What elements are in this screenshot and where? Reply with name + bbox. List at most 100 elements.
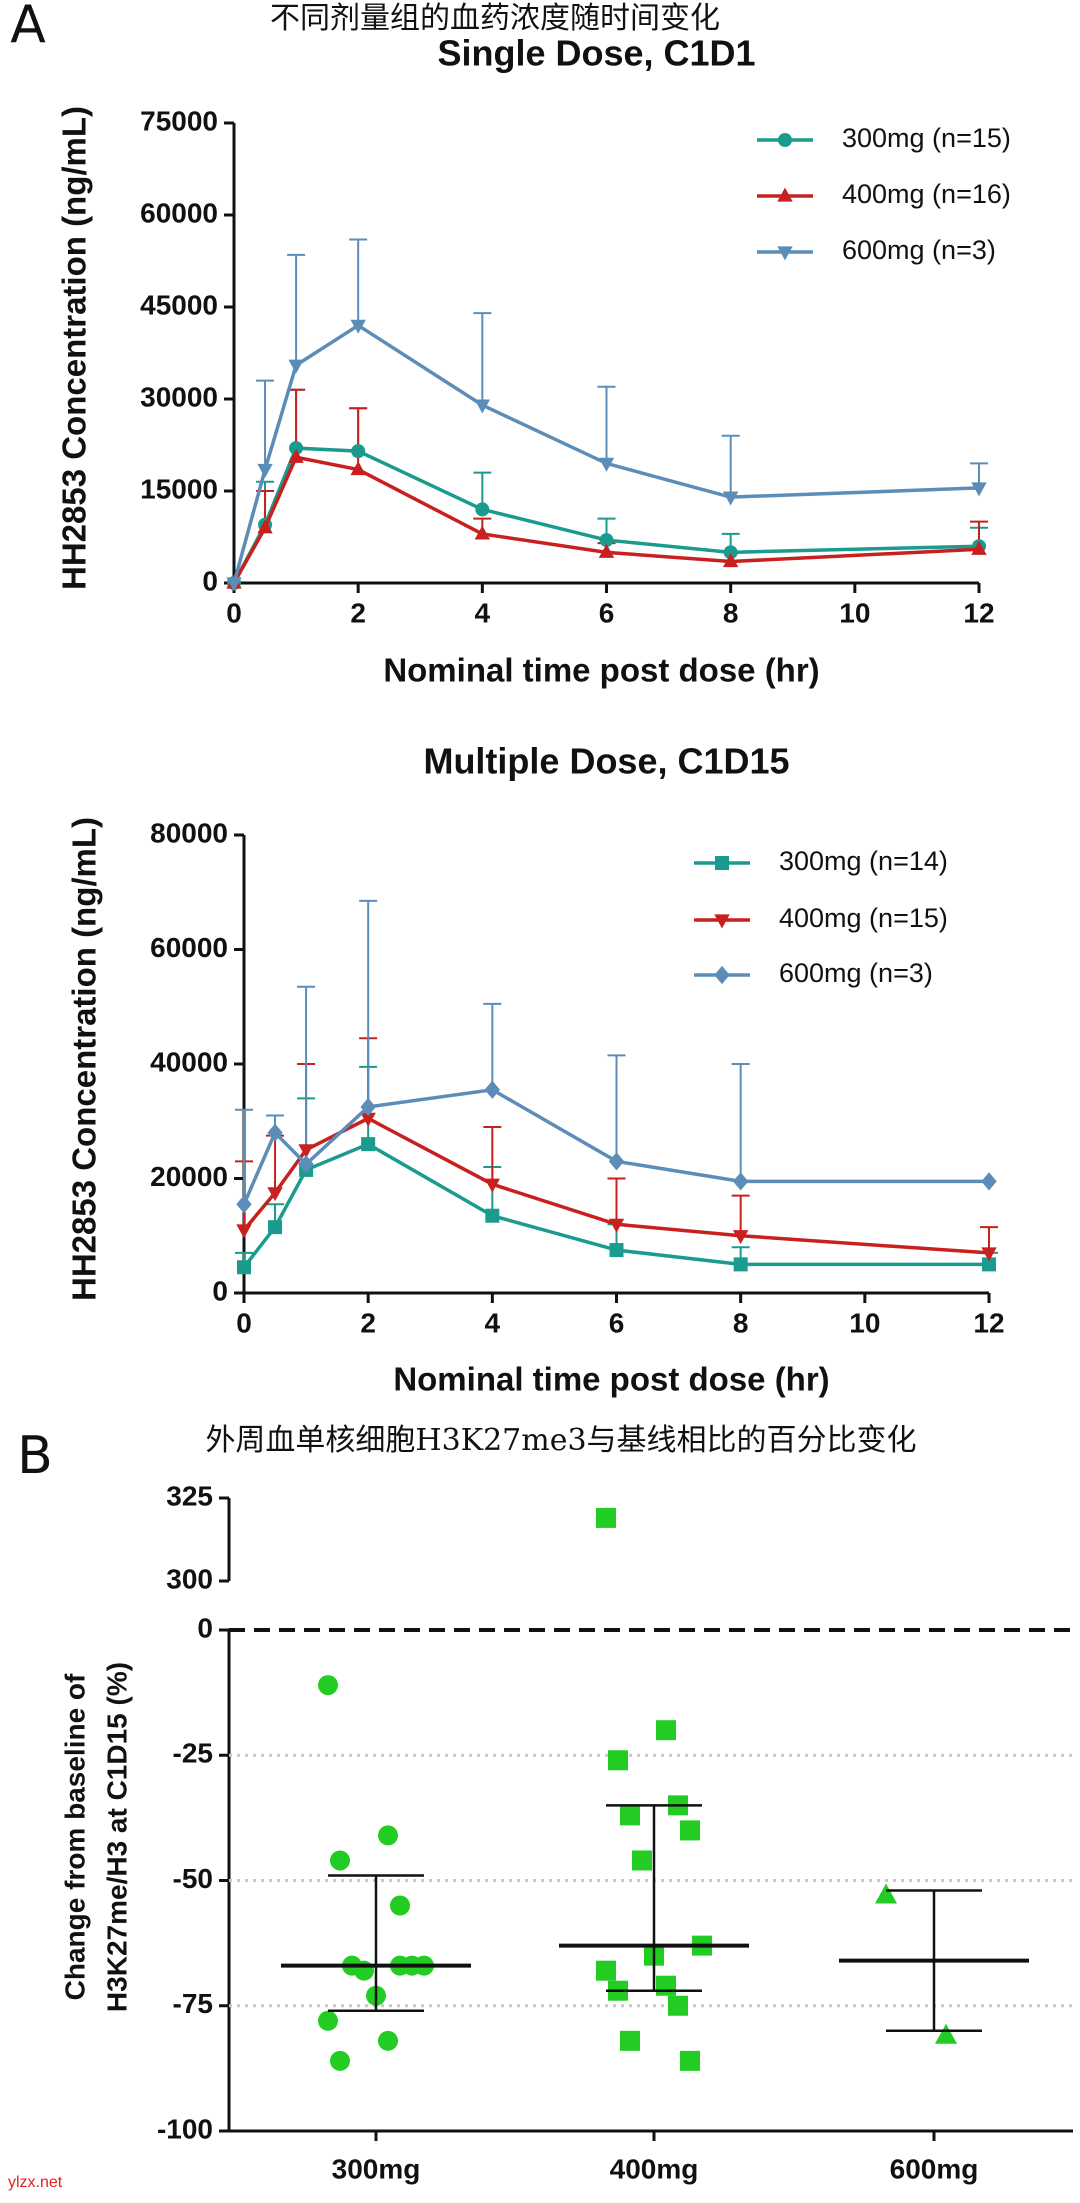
x-tick-label: 4	[475, 597, 491, 628]
y-axis-label: HH2853 Concentration (ng/mL)	[66, 817, 103, 1301]
marker	[289, 441, 304, 456]
marker	[475, 502, 490, 517]
legend-label: 400mg (n=16)	[842, 179, 1011, 209]
error-bar	[731, 1063, 750, 1182]
marker	[360, 1097, 376, 1117]
marker	[298, 1144, 314, 1159]
marker	[632, 1850, 652, 1871]
marker	[237, 1260, 251, 1275]
marker	[288, 448, 304, 463]
y-tick-label: -50	[173, 1863, 213, 1894]
marker	[361, 1137, 376, 1152]
error-bar	[731, 1194, 750, 1236]
marker	[982, 1257, 996, 1272]
marker	[608, 1218, 625, 1233]
marker	[656, 1975, 676, 1996]
marker	[257, 463, 273, 478]
x-tick-label: 2	[360, 1307, 376, 1338]
error-bar	[297, 985, 316, 1165]
x-tick-label: 8	[723, 597, 739, 628]
error-bar	[349, 238, 368, 326]
y-axis-label: H3K27me/H3 at C1D15 (%)	[101, 1662, 132, 2012]
error-bar	[256, 379, 275, 470]
marker	[596, 1960, 616, 1981]
error-bar	[359, 899, 378, 1107]
marker	[722, 553, 739, 568]
x-tick-label: 0	[226, 597, 242, 628]
chart-title: Multiple Dose, C1D15	[423, 741, 789, 782]
y-axis-label: HH2853 Concentration (ng/mL)	[56, 106, 93, 590]
y-tick-label: 30000	[140, 381, 218, 412]
marker	[875, 1883, 897, 1904]
marker	[777, 246, 793, 261]
x-tick-label: 12	[973, 1307, 1004, 1338]
x-axis-label: Nominal time post dose (hr)	[383, 652, 819, 689]
error-bar	[473, 312, 492, 406]
marker	[484, 1178, 501, 1193]
error-bar	[483, 1125, 502, 1185]
annotation: 不同剂量组的血药浓度随时间变化	[270, 1, 720, 36]
marker	[298, 1155, 314, 1174]
marker	[722, 491, 739, 506]
marker	[350, 319, 366, 334]
series-line	[242, 1142, 989, 1269]
series-line	[242, 1087, 989, 1205]
y-tick-label: 20000	[150, 1161, 228, 1192]
annotation: 外周血单核细胞H3K27me3与基线相比的百分比变化	[205, 1423, 916, 1458]
y-axis-label: Change from baseline of	[59, 1673, 90, 2000]
marker	[378, 2030, 398, 2051]
marker	[733, 1257, 748, 1272]
marker	[598, 543, 615, 558]
y-tick-label: 75000	[140, 105, 218, 136]
marker	[351, 444, 366, 459]
marker	[971, 482, 987, 497]
marker	[715, 856, 729, 870]
x-tick-label: 6	[599, 597, 615, 628]
marker	[620, 2030, 640, 2051]
marker	[723, 545, 738, 560]
x-tick-label: 400mg	[610, 2153, 699, 2184]
series-line	[232, 455, 980, 584]
marker	[598, 457, 615, 472]
marker	[981, 1247, 997, 1262]
panel-label: B	[17, 1426, 53, 1486]
y-tick-label: 300	[166, 1563, 213, 1594]
marker	[485, 1208, 500, 1223]
marker	[267, 1123, 283, 1142]
marker	[608, 1750, 628, 1771]
y-tick-label: 60000	[140, 197, 218, 228]
marker	[267, 1187, 283, 1202]
error-bar	[607, 1177, 626, 1225]
x-tick-label: 0	[236, 1307, 252, 1338]
x-tick-label: 10	[849, 1307, 880, 1338]
error-bar	[235, 1108, 253, 1205]
marker	[268, 1220, 283, 1235]
marker	[257, 519, 273, 534]
marker	[608, 1152, 625, 1171]
legend-label: 300mg (n=15)	[842, 123, 1011, 153]
y-tick-label: 0	[197, 1612, 213, 1643]
y-tick-label: 60000	[150, 932, 228, 963]
panel-label: A	[10, 0, 46, 55]
y-tick-label: -75	[173, 1988, 213, 2019]
error-bar	[483, 1002, 502, 1090]
marker	[236, 1195, 252, 1214]
marker	[609, 1243, 624, 1258]
marker	[714, 914, 730, 929]
marker	[668, 1995, 688, 2016]
marker	[330, 1850, 350, 1871]
marker	[288, 359, 304, 374]
marker	[378, 1825, 398, 1846]
marker	[935, 2023, 957, 2044]
x-axis-label: Nominal time post dose (hr)	[393, 1361, 829, 1398]
error-bar	[597, 385, 616, 464]
marker	[236, 1224, 252, 1239]
marker	[714, 965, 730, 985]
y-tick-label: 15000	[140, 473, 218, 504]
error-bar	[287, 253, 306, 366]
marker	[318, 2010, 338, 2031]
error-bar	[607, 1054, 626, 1162]
y-tick-label: 325	[166, 1480, 213, 1511]
marker	[484, 1080, 501, 1099]
